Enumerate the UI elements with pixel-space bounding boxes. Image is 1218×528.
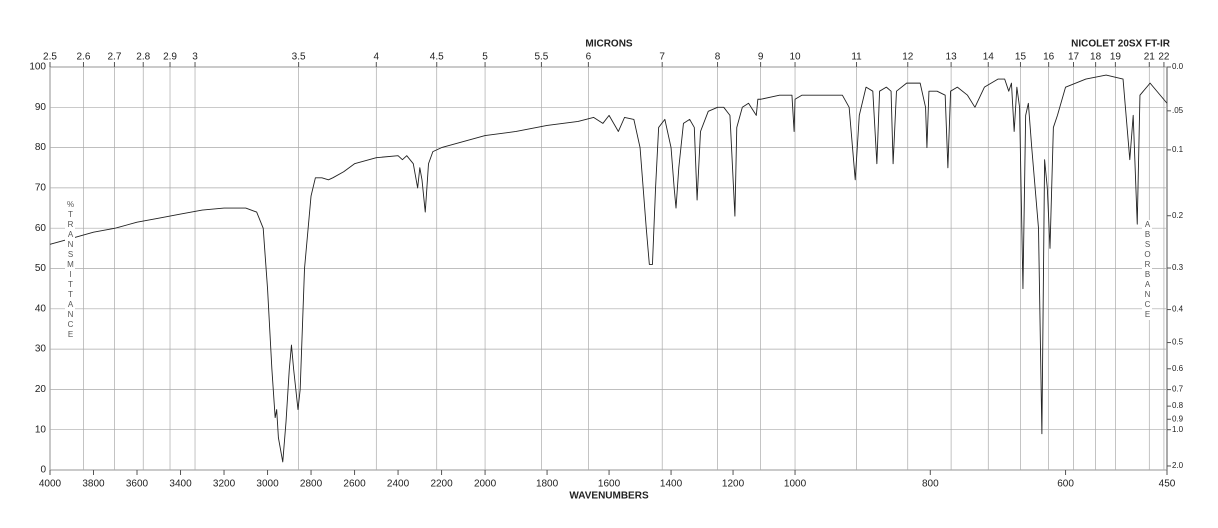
y-tick-label: 10 — [35, 424, 47, 435]
y-tick-label: 90 — [35, 102, 47, 113]
x-tick-label: 3200 — [213, 479, 236, 490]
top-tick-label: 2.7 — [108, 52, 122, 63]
top-tick-label: 3 — [192, 52, 198, 63]
y2-tick-label: 1.0 — [1172, 425, 1184, 434]
top-tick-label: 19 — [1110, 52, 1122, 63]
y2-tick-label: .05 — [1172, 106, 1184, 115]
y2-tick-label: 2.0 — [1172, 461, 1184, 470]
top-tick-label: 17 — [1068, 52, 1080, 63]
top-tick-label: 2.5 — [43, 52, 57, 63]
y-tick-label: 70 — [35, 183, 47, 194]
top-tick-label: 2.8 — [136, 52, 150, 63]
top-tick-label: 12 — [902, 52, 914, 63]
top-tick-label: 22 — [1158, 52, 1170, 63]
x-tick-label: 800 — [922, 479, 939, 490]
x-tick-label: 2400 — [387, 479, 410, 490]
x-tick-label: 450 — [1159, 479, 1176, 490]
top-tick-label: 14 — [983, 52, 995, 63]
x-tick-label: 3600 — [126, 479, 149, 490]
x-tick-label: 1400 — [660, 479, 683, 490]
y-tick-label: 40 — [35, 303, 47, 314]
y2-tick-label: 0.8 — [1172, 401, 1184, 410]
top-tick-label: 11 — [851, 52, 862, 63]
top-tick-label: 2.9 — [163, 52, 177, 63]
top-axis-title: MICRONS — [585, 39, 633, 50]
y-axis-title: %TRANSMITTANCE — [65, 200, 75, 340]
top-tick-label: 8 — [715, 52, 721, 63]
top-tick-label: 21 — [1144, 52, 1156, 63]
top-tick-label: 4.5 — [430, 52, 444, 63]
y2-tick-label: 0.2 — [1172, 211, 1184, 220]
x-tick-label: 3000 — [256, 479, 279, 490]
y-tick-label: 60 — [35, 223, 47, 234]
y2-tick-label: 0.5 — [1172, 338, 1184, 347]
x-tick-label: 3400 — [169, 479, 192, 490]
top-tick-label: 5.5 — [534, 52, 548, 63]
y-tick-label: 100 — [29, 62, 46, 73]
marks — [49, 74, 1168, 463]
x-tick-label: 1200 — [722, 479, 745, 490]
x-tick-label: 1600 — [598, 479, 621, 490]
top-tick-label: 16 — [1043, 52, 1055, 63]
x-tick-label: 1000 — [784, 479, 807, 490]
top-tick-label: 13 — [946, 52, 958, 63]
y2-axis-title: ABSORBANCE — [1142, 220, 1152, 320]
top-tick-label: 7 — [659, 52, 665, 63]
y-tick-label: 0 — [40, 465, 46, 476]
y2-tick-label: 0.7 — [1172, 385, 1184, 394]
y2-tick-label: 0.6 — [1172, 364, 1184, 373]
y-tick-label: 20 — [35, 384, 47, 395]
x-tick-label: 2600 — [343, 479, 366, 490]
top-tick-label: 9 — [758, 52, 764, 63]
y2-tick-label: 0.4 — [1172, 305, 1184, 314]
y2-tick-label: 0.9 — [1172, 414, 1184, 423]
spectrum-line — [49, 74, 1168, 463]
top-tick-label: 4 — [374, 52, 380, 63]
y2-tick-label: 0.0 — [1172, 62, 1184, 71]
y-tick-label: 80 — [35, 142, 47, 153]
top-tick-label: 2.6 — [77, 52, 91, 63]
x-tick-label: 2000 — [474, 479, 497, 490]
chart-title: NICOLET 20SX FT-IR — [1071, 39, 1171, 50]
top-tick-label: 18 — [1090, 52, 1102, 63]
x-tick-label: 2200 — [430, 479, 453, 490]
top-tick-label: 5 — [482, 52, 488, 63]
y2-tick-label: 0.3 — [1172, 263, 1184, 272]
top-tick-label: 6 — [586, 52, 592, 63]
top-tick-label: 3.5 — [292, 52, 306, 63]
y-tick-label: 50 — [35, 263, 47, 274]
x-tick-label: 1800 — [536, 479, 559, 490]
x-tick-label: 3800 — [82, 479, 105, 490]
grid — [49, 62, 1171, 475]
y-tick-label: 30 — [35, 344, 47, 355]
top-tick-label: 15 — [1015, 52, 1027, 63]
x-tick-label: 4000 — [39, 479, 62, 490]
x-tick-label: 600 — [1057, 479, 1074, 490]
x-axis-title: WAVENUMBERS — [569, 491, 649, 502]
top-tick-label: 10 — [789, 52, 801, 63]
y2-tick-label: 0.1 — [1172, 145, 1184, 154]
x-tick-label: 2800 — [300, 479, 323, 490]
